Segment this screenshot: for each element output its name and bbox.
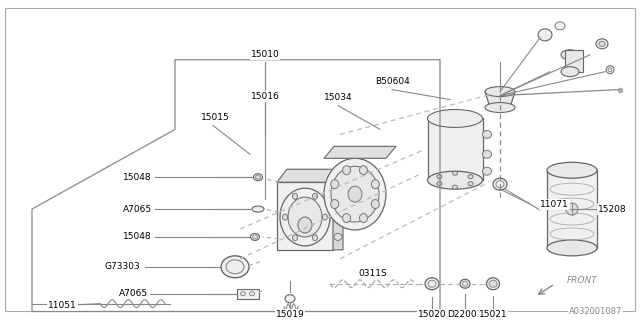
Ellipse shape [226, 260, 244, 274]
Text: 15019: 15019 [276, 310, 305, 319]
Ellipse shape [253, 235, 257, 239]
Ellipse shape [493, 178, 507, 190]
Ellipse shape [483, 150, 492, 158]
Ellipse shape [255, 175, 260, 179]
Ellipse shape [221, 256, 249, 278]
Text: B50604: B50604 [374, 77, 410, 86]
Ellipse shape [468, 182, 473, 186]
Ellipse shape [324, 158, 386, 230]
Ellipse shape [331, 166, 379, 222]
Text: 15015: 15015 [200, 113, 229, 122]
Text: 15208: 15208 [598, 204, 627, 213]
Bar [277, 182, 333, 250]
Ellipse shape [452, 171, 458, 175]
Text: 15016: 15016 [251, 92, 280, 101]
Text: 11071: 11071 [540, 200, 569, 209]
Ellipse shape [312, 235, 317, 241]
Text: 15034: 15034 [324, 93, 352, 102]
Polygon shape [333, 169, 343, 250]
Text: 15048: 15048 [124, 173, 152, 182]
Text: D22001: D22001 [447, 310, 483, 319]
Text: A7065: A7065 [119, 289, 148, 298]
Ellipse shape [483, 131, 492, 138]
Ellipse shape [280, 188, 330, 246]
Ellipse shape [547, 162, 597, 178]
Ellipse shape [561, 50, 579, 60]
Ellipse shape [606, 66, 614, 74]
Ellipse shape [241, 292, 246, 296]
Ellipse shape [334, 213, 342, 220]
Ellipse shape [460, 279, 470, 288]
Ellipse shape [437, 182, 442, 186]
Ellipse shape [428, 171, 483, 189]
Ellipse shape [547, 240, 597, 256]
Polygon shape [324, 146, 396, 158]
Ellipse shape [608, 68, 612, 72]
Text: G73303: G73303 [104, 262, 140, 271]
Ellipse shape [334, 234, 342, 240]
Text: 15021: 15021 [479, 310, 508, 319]
Ellipse shape [282, 214, 287, 220]
Ellipse shape [486, 278, 499, 290]
Ellipse shape [437, 175, 442, 179]
Ellipse shape [312, 193, 317, 199]
Ellipse shape [425, 278, 439, 290]
Ellipse shape [538, 29, 552, 41]
Ellipse shape [288, 197, 322, 237]
Text: 0311S: 0311S [358, 269, 387, 278]
Ellipse shape [452, 185, 458, 189]
Ellipse shape [348, 186, 362, 202]
Text: 15010: 15010 [251, 50, 280, 59]
Ellipse shape [250, 234, 259, 240]
Polygon shape [277, 169, 343, 182]
Ellipse shape [596, 39, 608, 49]
Ellipse shape [253, 174, 262, 181]
Ellipse shape [334, 194, 342, 201]
Text: A7065: A7065 [123, 204, 152, 213]
Ellipse shape [250, 292, 255, 296]
Ellipse shape [298, 217, 312, 233]
Ellipse shape [489, 280, 497, 287]
Text: FRONT: FRONT [567, 276, 598, 285]
Ellipse shape [485, 87, 515, 97]
Text: 11051: 11051 [48, 301, 77, 310]
Ellipse shape [371, 180, 380, 189]
Text: A032001087: A032001087 [568, 307, 622, 316]
Ellipse shape [292, 193, 298, 199]
Ellipse shape [342, 166, 351, 175]
Ellipse shape [485, 102, 515, 113]
Ellipse shape [428, 109, 483, 127]
Bar [428, 118, 483, 180]
Bar [547, 170, 597, 248]
Ellipse shape [292, 235, 298, 241]
Ellipse shape [371, 200, 380, 209]
Ellipse shape [323, 214, 328, 220]
Ellipse shape [468, 175, 473, 179]
Ellipse shape [463, 281, 467, 286]
Ellipse shape [483, 167, 492, 175]
Text: 15020: 15020 [418, 310, 446, 319]
Ellipse shape [555, 22, 565, 30]
Ellipse shape [360, 166, 367, 175]
Text: 15048: 15048 [124, 232, 152, 242]
Ellipse shape [599, 41, 605, 46]
Bar [237, 289, 259, 299]
Ellipse shape [285, 295, 295, 303]
Bar [565, 50, 583, 72]
Ellipse shape [252, 206, 264, 212]
Ellipse shape [561, 67, 579, 77]
Ellipse shape [566, 203, 578, 215]
Ellipse shape [496, 181, 504, 188]
Ellipse shape [360, 213, 367, 222]
Ellipse shape [428, 280, 436, 287]
Ellipse shape [342, 213, 351, 222]
Ellipse shape [331, 180, 339, 189]
Polygon shape [485, 92, 515, 108]
Ellipse shape [331, 200, 339, 209]
